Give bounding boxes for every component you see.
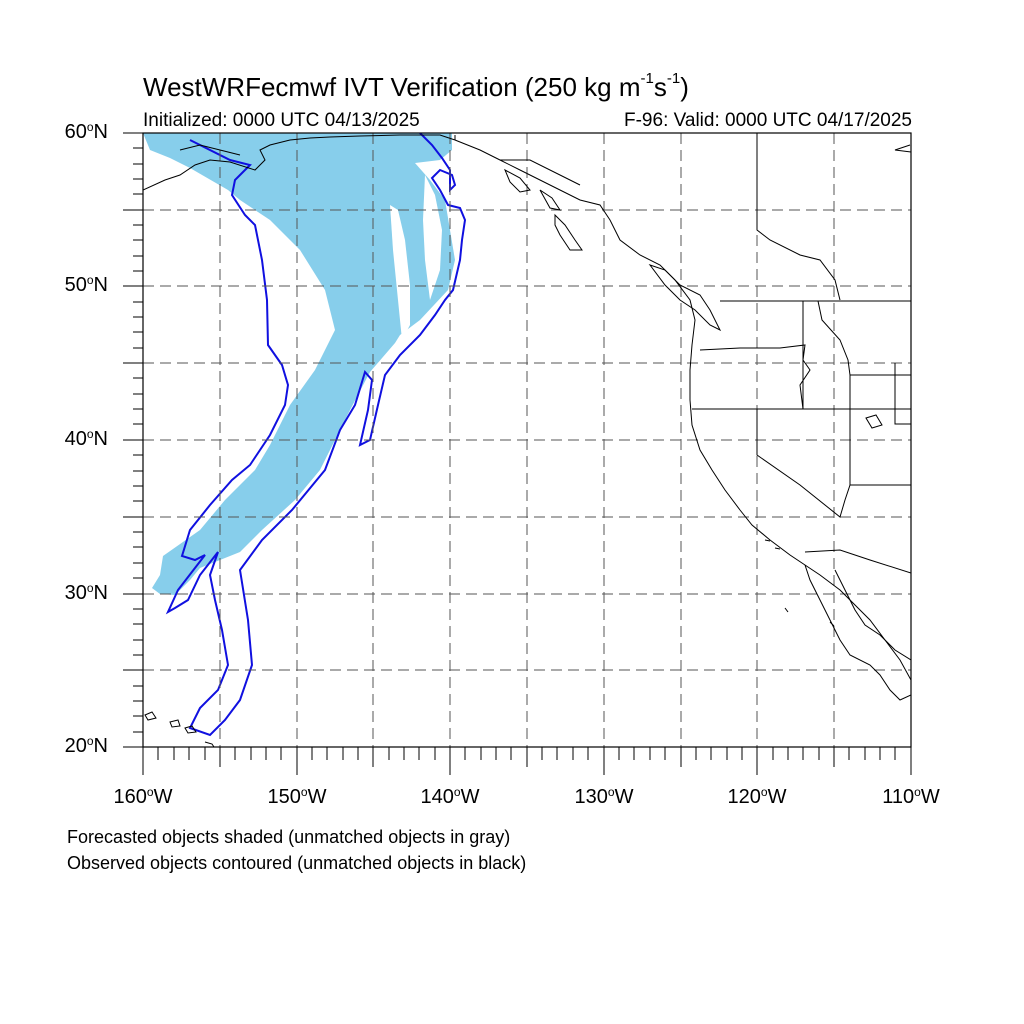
lat-label-20n: 20oN [64,734,108,757]
lon-label-110w: 110oW [882,785,940,808]
lon-label-130w: 130oW [574,785,634,808]
valid-time: F-96: Valid: 0000 UTC 04/17/2025 [624,110,912,131]
initialized-time: Initialized: 0000 UTC 04/13/2025 [143,110,420,131]
lat-label-40n: 40oN [64,427,108,450]
lon-label-160w: 160oW [113,785,173,808]
lon-label-120w: 120oW [727,785,787,808]
observed-legend-note: Observed objects contoured (unmatched ob… [67,853,527,873]
lat-lon-grid [143,133,911,747]
forecast-gap [390,205,410,340]
lon-label-150w: 150oW [267,785,327,808]
forecast-gap [423,175,442,300]
lon-label-140w: 140oW [420,785,480,808]
political-borders [454,133,911,574]
forecast-legend-note: Forecasted objects shaded (unmatched obj… [67,827,511,847]
forecast-ivt-object [143,133,455,595]
coastline [143,134,911,747]
lat-label-30n: 30oN [64,581,108,604]
lat-label-60n: 60oN [64,120,108,143]
map-title: WestWRFecmwf IVT Verification (250 kg m-… [143,70,689,102]
observed-ivt-contour [165,133,467,737]
axis-ticks [123,132,912,775]
lat-label-50n: 50oN [64,273,108,296]
